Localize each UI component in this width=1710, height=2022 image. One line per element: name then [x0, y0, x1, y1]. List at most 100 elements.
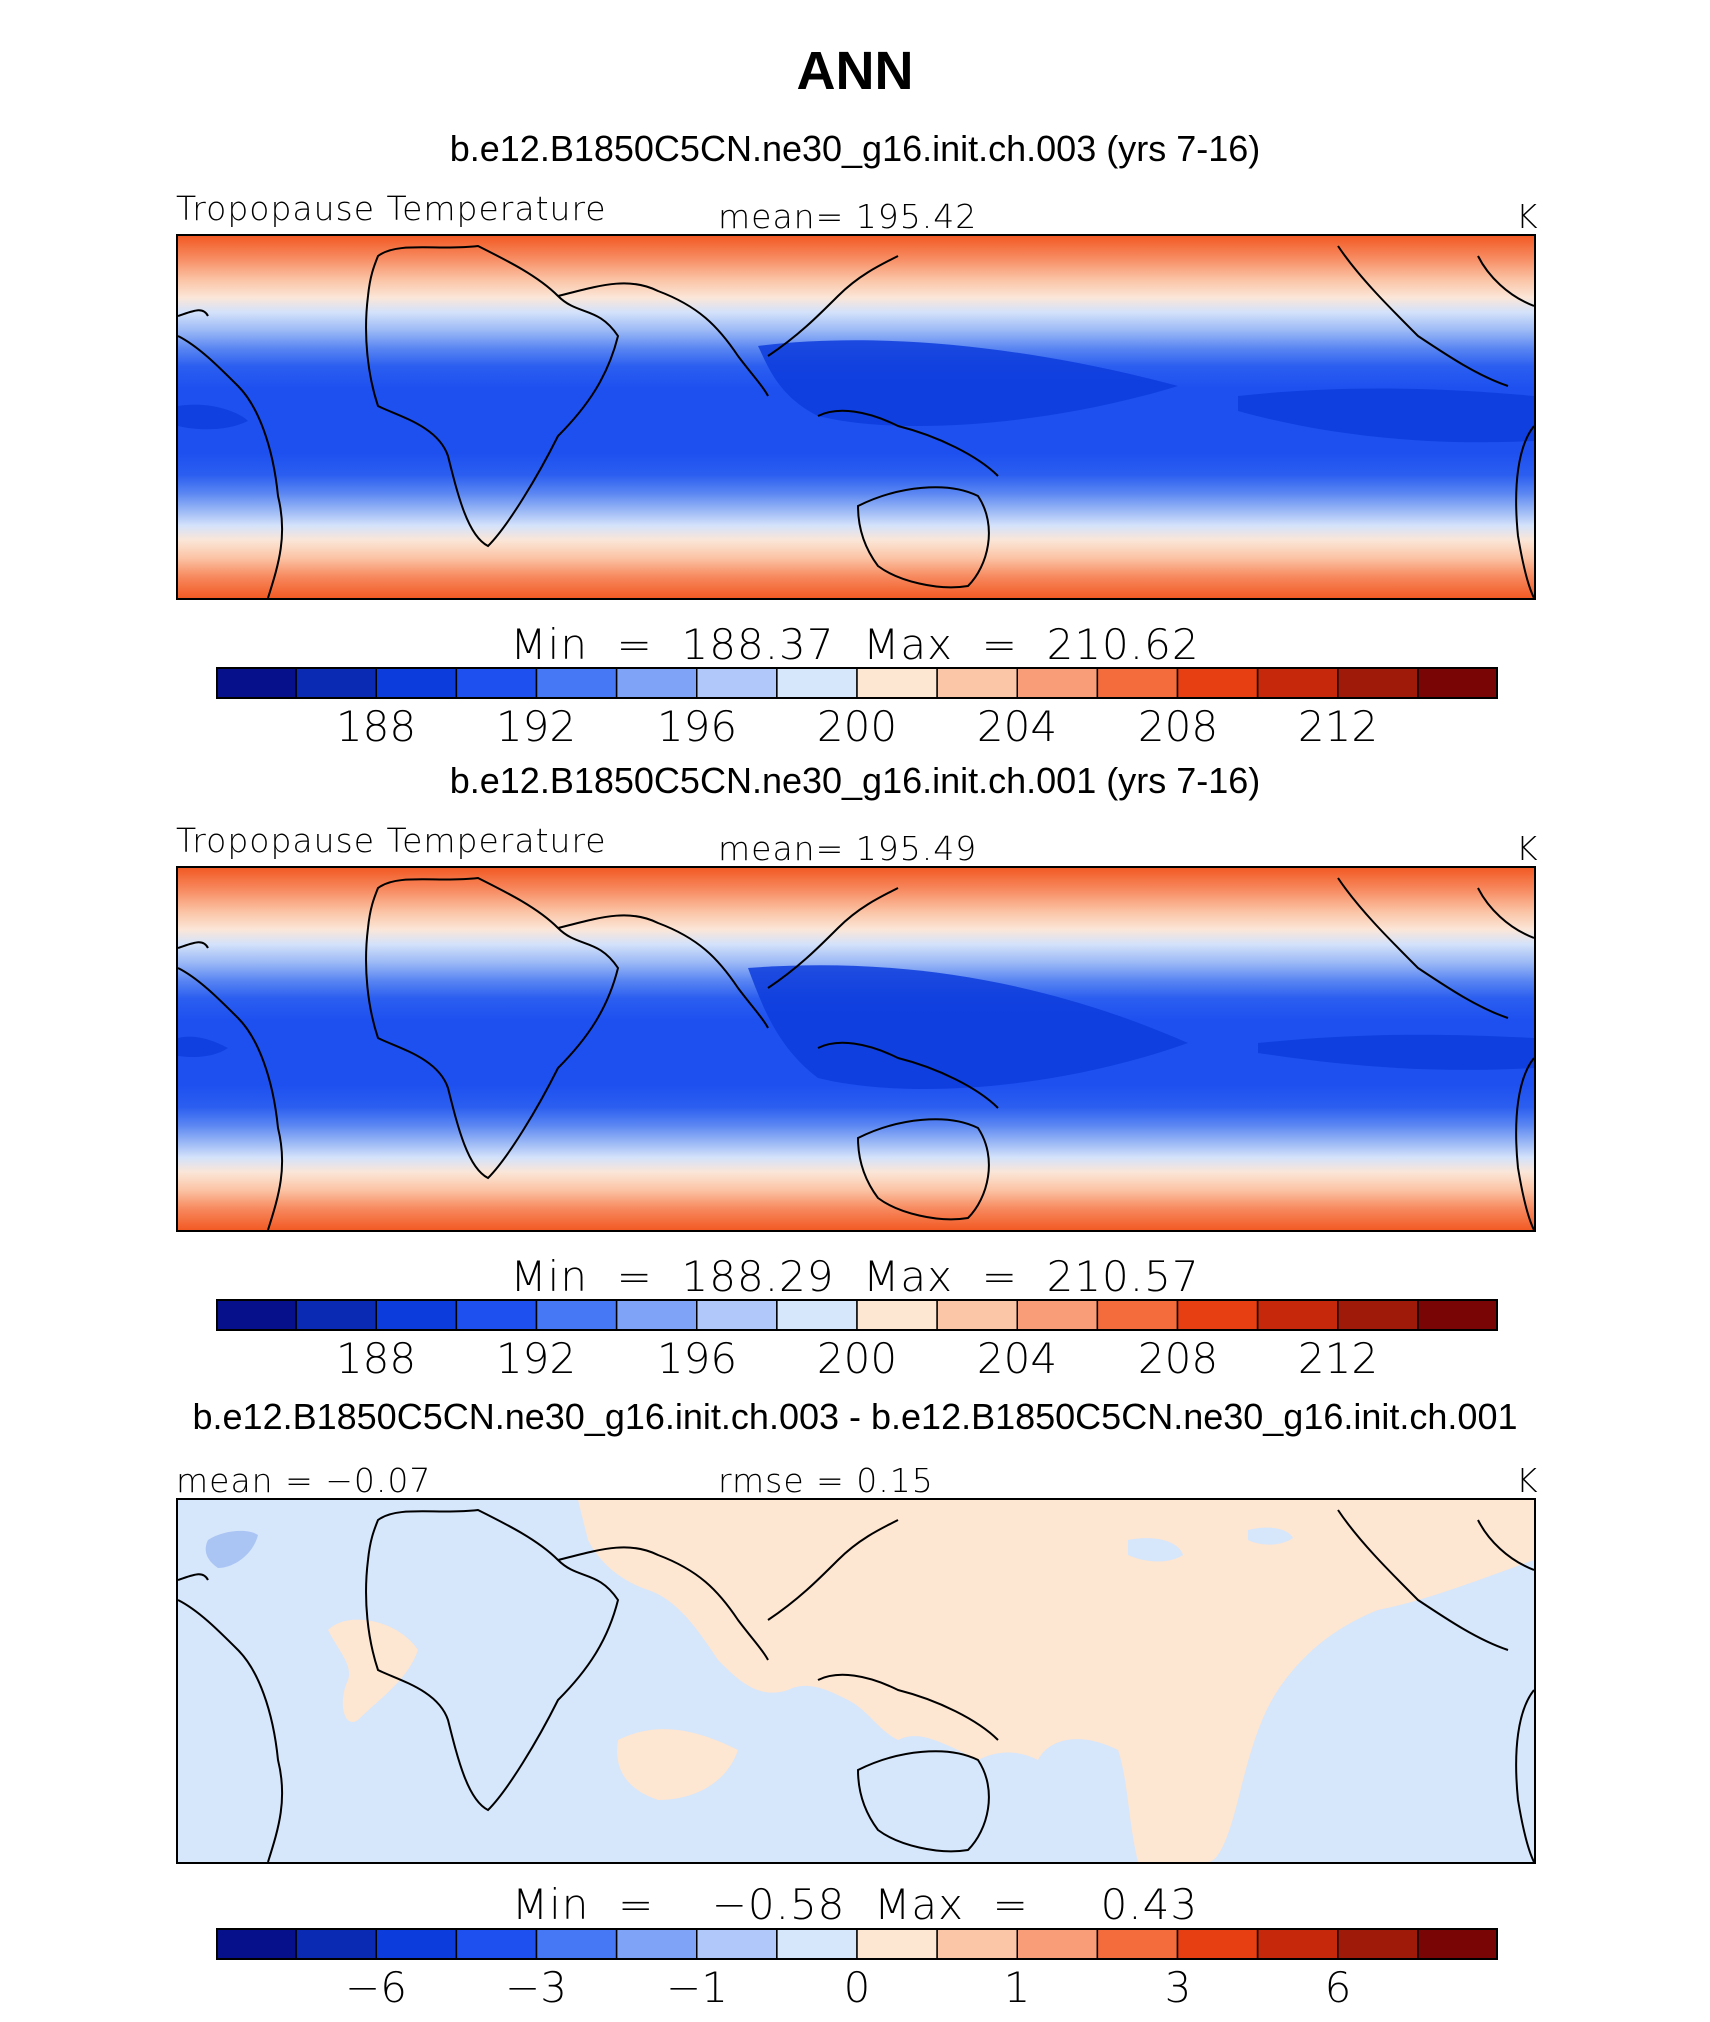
- panel3-colorbar: [216, 1928, 1498, 1960]
- colorbar-swatch: [696, 1299, 778, 1331]
- colorbar-swatch: [375, 667, 458, 699]
- panel1-colorbar-ticks: 188 192 196 200 204 208 212: [0, 706, 1710, 754]
- panel3-tick-label: −1: [666, 1963, 728, 2012]
- colorbar-swatch: [615, 1928, 698, 1960]
- colorbar-swatch: [1176, 1928, 1259, 1960]
- colorbar-swatch: [455, 667, 538, 699]
- colorbar-swatch: [776, 1928, 858, 1960]
- colorbar-swatch: [1256, 1928, 1339, 1960]
- panel3-tick-label: −3: [505, 1963, 567, 2012]
- colorbar-swatch: [535, 1928, 618, 1960]
- colorbar-swatch: [1337, 1928, 1419, 1960]
- panel3-tick-label: 1: [1003, 1963, 1031, 2012]
- colorbar-swatch: [856, 667, 938, 699]
- colorbar-border: [216, 1299, 1498, 1331]
- panel1-mean-label: mean= 195.42: [718, 197, 978, 236]
- colorbar-border: [216, 1928, 1498, 1960]
- colorbar-swatch: [776, 1299, 858, 1331]
- panel1-units-label: K: [1516, 197, 1539, 236]
- panel3-tick-label: 3: [1164, 1963, 1192, 2012]
- colorbar-swatch: [1256, 1299, 1339, 1331]
- colorbar-swatch: [1016, 667, 1099, 699]
- panel2-tick-label: 212: [1297, 1334, 1379, 1383]
- colorbar-swatch: [1337, 1299, 1419, 1331]
- panel2-tick-label: 204: [976, 1334, 1058, 1383]
- panel1-tick-label: 200: [816, 702, 898, 751]
- panel3-mean-label: mean = −0.07: [176, 1461, 432, 1500]
- colorbar-swatch: [295, 1928, 378, 1960]
- colorbar-swatch: [696, 667, 778, 699]
- panel1-tick-label: 192: [495, 702, 577, 751]
- panel2-colorbar-ticks: 188 192 196 200 204 208 212: [0, 1338, 1710, 1386]
- colorbar-swatch: [936, 1928, 1019, 1960]
- panel1-tick-label: 204: [976, 702, 1058, 751]
- colorbar-swatch: [1417, 667, 1498, 699]
- colorbar-swatch: [856, 1299, 938, 1331]
- panel1-colorbar: [216, 667, 1498, 699]
- panel2-map: [176, 866, 1536, 1232]
- colorbar-swatch: [1256, 667, 1339, 699]
- panel3-rmse-label: rmse = 0.15: [718, 1461, 934, 1500]
- panel2-minmax: Min = 188.29 Max = 210.57: [510, 1252, 1200, 1301]
- colorbar-swatch: [216, 667, 297, 699]
- panel2-colorbar-svg: [216, 1299, 1498, 1331]
- colorbar-swatch: [615, 1299, 698, 1331]
- panel2-tick-label: 200: [816, 1334, 898, 1383]
- panel1-tick-label: 208: [1137, 702, 1219, 751]
- panel1-minmax: Min = 188.37 Max = 210.62: [510, 620, 1200, 669]
- colorbar-swatch: [1096, 1928, 1179, 1960]
- colorbar-swatch: [776, 667, 858, 699]
- panel3-units-label: K: [1516, 1461, 1539, 1500]
- colorbar-swatch: [295, 667, 378, 699]
- colorbar-swatch: [936, 1299, 1019, 1331]
- colorbar-swatch: [1016, 1299, 1099, 1331]
- colorbar-swatch: [856, 1928, 938, 1960]
- panel3-map-svg: [178, 1500, 1534, 1862]
- panel1-colorbar-svg: [216, 667, 1498, 699]
- colorbar-swatch: [375, 1299, 458, 1331]
- panel2-variable-label: Tropopause Temperature: [176, 821, 607, 860]
- colorbar-swatch: [1096, 1299, 1179, 1331]
- panel3-tick-label: 6: [1324, 1963, 1352, 2012]
- panel1-tick-label: 188: [335, 702, 417, 751]
- panel2-units-label: K: [1516, 829, 1539, 868]
- panel1-map: [176, 234, 1536, 600]
- colorbar-swatch: [1417, 1299, 1498, 1331]
- panel1-map-svg: [178, 236, 1534, 598]
- panel2-tick-label: 196: [656, 1334, 738, 1383]
- panel3-tick-label: 0: [843, 1963, 871, 2012]
- panel1-tick-label: 196: [656, 702, 738, 751]
- colorbar-border: [216, 667, 1498, 699]
- colorbar-swatch: [1337, 667, 1419, 699]
- panel2-colorbar: [216, 1299, 1498, 1331]
- colorbar-swatch: [1016, 1928, 1099, 1960]
- panel2-tick-label: 192: [495, 1334, 577, 1383]
- colorbar-swatch: [696, 1928, 778, 1960]
- panel1-case-title: b.e12.B1850C5CN.ne30_g16.init.ch.003 (yr…: [449, 128, 1261, 169]
- colorbar-swatch: [295, 1299, 378, 1331]
- colorbar-swatch: [615, 667, 698, 699]
- colorbar-swatch: [535, 667, 618, 699]
- panel1-variable-label: Tropopause Temperature: [176, 189, 607, 228]
- panel2-mean-label: mean= 195.49: [718, 829, 978, 868]
- colorbar-swatch: [216, 1299, 297, 1331]
- panel2-tick-label: 208: [1137, 1334, 1219, 1383]
- panel3-tick-label: −6: [345, 1963, 407, 2012]
- colorbar-swatch: [375, 1928, 458, 1960]
- colorbar-swatch: [1096, 667, 1179, 699]
- panel3-case-title: b.e12.B1850C5CN.ne30_g16.init.ch.003 - b…: [192, 1396, 1518, 1437]
- colorbar-swatch: [455, 1299, 538, 1331]
- colorbar-swatch: [1176, 667, 1259, 699]
- panel3-map: [176, 1498, 1536, 1864]
- panel1-tick-label: 212: [1297, 702, 1379, 751]
- panel3-minmax: Min = −0.58 Max = 0.43: [511, 1880, 1199, 1929]
- colorbar-swatch: [455, 1928, 538, 1960]
- colorbar-swatch: [535, 1299, 618, 1331]
- colorbar-swatch: [936, 667, 1019, 699]
- panel3-colorbar-ticks: −6 −3 −1 0 1 3 6: [0, 1967, 1710, 2015]
- colorbar-swatch: [1417, 1928, 1498, 1960]
- panel3-colorbar-svg: [216, 1928, 1498, 1960]
- colorbar-swatch: [1176, 1299, 1259, 1331]
- panel2-tick-label: 188: [335, 1334, 417, 1383]
- panel2-map-svg: [178, 868, 1534, 1230]
